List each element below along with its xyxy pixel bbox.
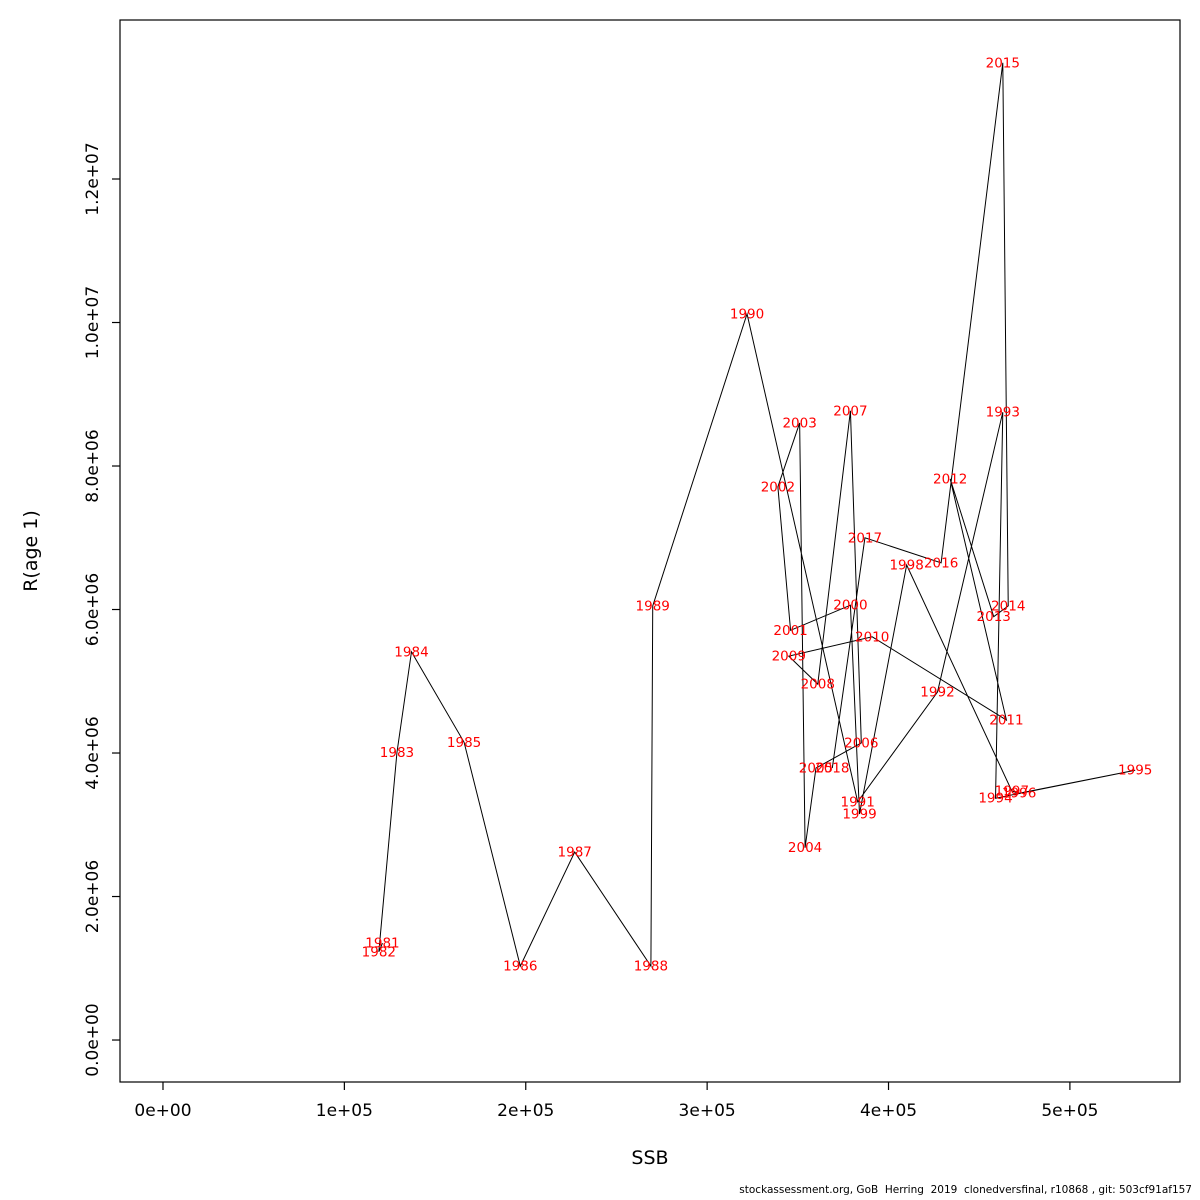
y-axis-tick-label: 0.0e+00 [83,1003,103,1076]
year-point-label: 1989 [636,598,670,614]
year-point-label: 1993 [986,405,1020,421]
year-point-label: 2017 [848,530,882,546]
year-point-label: 2018 [815,761,849,777]
y-axis-tick-label: 1.2e+07 [83,142,103,215]
year-point-label: 1997 [995,784,1029,800]
year-point-label: 1990 [730,306,764,322]
year-point-label: 2009 [772,649,806,665]
x-axis-tick-label: 1e+05 [316,1101,373,1121]
year-point-label: 1986 [503,959,537,975]
year-point-label: 2010 [855,629,889,645]
year-point-label: 2004 [788,840,822,856]
y-axis-tick-label: 4.0e+06 [83,716,103,789]
year-point-label: 1992 [920,685,954,701]
y-axis-title: R(age 1) [20,510,42,592]
year-point-label: 1984 [394,644,428,660]
plot-frame [119,19,1181,1083]
year-point-label: 1982 [362,944,396,960]
year-point-label: 2012 [933,471,967,487]
year-point-label: 1983 [380,745,414,761]
year-point-label: 1981 [365,936,399,952]
year-point-label: 1994 [978,791,1012,807]
year-point-label: 2002 [761,479,795,495]
year-point-label: 2008 [801,677,835,693]
x-axis-tick-label: 2e+05 [497,1101,554,1121]
year-point-label: 2005 [799,761,833,777]
footer-attribution: stockassessment.org, GoB Herring 2019 cl… [739,1184,1192,1196]
x-axis-tick-label: 5e+05 [1041,1101,1098,1121]
year-point-label: 2007 [833,403,867,419]
x-axis-title: SSB [631,1147,668,1169]
x-axis-tick-label: 3e+05 [679,1101,736,1121]
year-point-label: 1999 [842,807,876,823]
series-line [378,62,1136,968]
year-point-label: 2014 [991,598,1025,614]
year-point-label: 1996 [1002,786,1036,802]
year-point-label: 2013 [977,609,1011,625]
y-axis-tick-label: 2.0e+06 [83,860,103,933]
year-point-label: 2006 [844,735,878,751]
y-axis-tick-label: 6.0e+06 [83,573,103,646]
x-axis-tick-label: 0e+00 [134,1101,191,1121]
year-point-label: 2016 [924,555,958,571]
year-point-label: 1998 [889,558,923,574]
year-point-label: 2001 [773,623,807,639]
year-point-label: 2000 [833,598,867,614]
x-axis-tick-label: 4e+05 [860,1101,917,1121]
year-point-label: 2003 [782,415,816,431]
year-point-label: 1987 [558,845,592,861]
y-axis-tick-label: 1.0e+07 [83,286,103,359]
year-point-label: 1985 [447,735,481,751]
y-axis-tick-label: 8.0e+06 [83,429,103,502]
year-point-label: 1995 [1118,763,1152,779]
year-point-label: 1991 [841,794,875,810]
year-point-label: 1988 [634,959,668,975]
year-point-label: 2015 [986,55,1020,71]
year-point-label: 2011 [989,713,1023,729]
